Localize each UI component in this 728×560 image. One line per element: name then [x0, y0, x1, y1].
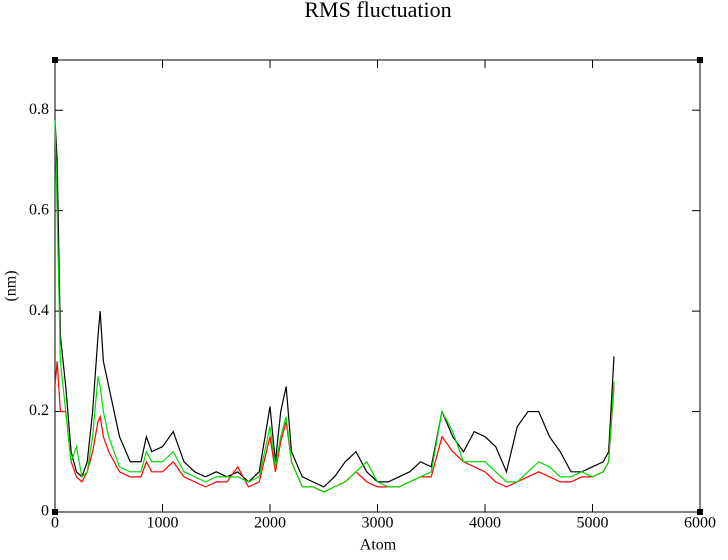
- x-tick-label: 4000: [469, 515, 501, 532]
- y-tick-label: 0.8: [29, 101, 49, 118]
- x-tick-label: 1000: [147, 515, 179, 532]
- y-tick-label: 0.4: [29, 302, 49, 319]
- x-tick-label: 2000: [254, 515, 286, 532]
- x-tick-label: 3000: [362, 515, 394, 532]
- y-axis-label: (nm): [3, 270, 20, 301]
- y-tick-label: 0: [41, 503, 49, 520]
- x-tick-label: 0: [51, 515, 59, 532]
- x-tick-label: 6000: [684, 515, 716, 532]
- plot-frame: [54, 59, 701, 513]
- y-tick-label: 0.6: [29, 201, 49, 218]
- chart-title: RMS fluctuation: [304, 0, 451, 22]
- y-tick-label: 0.2: [29, 402, 49, 419]
- series-line: [54, 120, 615, 493]
- x-tick-label: 5000: [577, 515, 609, 532]
- series-line: [54, 120, 615, 488]
- x-axis-label: Atom: [360, 537, 397, 554]
